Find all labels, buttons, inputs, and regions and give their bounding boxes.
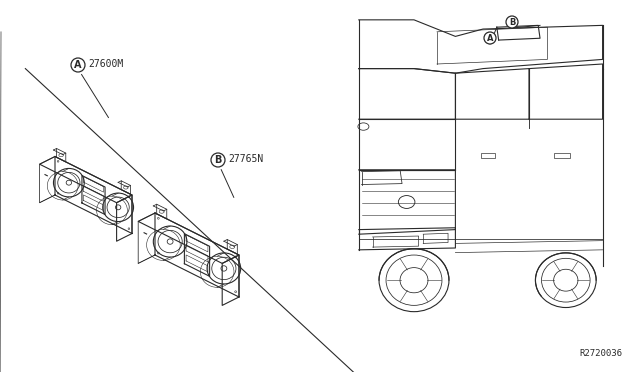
Circle shape: [211, 153, 225, 167]
Bar: [554, 153, 570, 158]
Circle shape: [71, 58, 85, 72]
Circle shape: [484, 32, 496, 44]
Text: 27600M: 27600M: [88, 59, 124, 69]
Text: A: A: [74, 60, 82, 70]
Text: B: B: [509, 17, 515, 26]
Bar: [481, 153, 495, 158]
Text: 27765N: 27765N: [228, 154, 263, 164]
Text: B: B: [214, 155, 221, 165]
Text: R2720036: R2720036: [579, 349, 622, 358]
Circle shape: [506, 16, 518, 28]
Text: A: A: [487, 33, 493, 42]
